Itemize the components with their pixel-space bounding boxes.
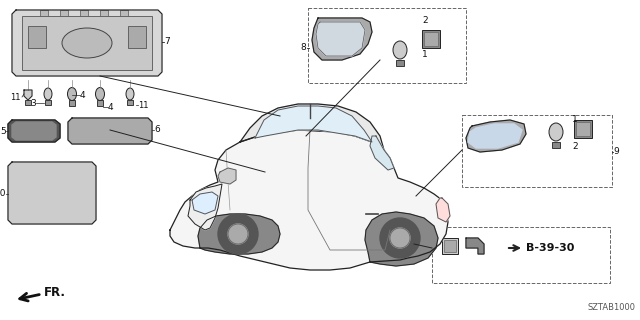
Bar	[128, 26, 146, 48]
Polygon shape	[68, 118, 152, 144]
Text: 4: 4	[108, 102, 114, 111]
Text: 11: 11	[10, 92, 20, 101]
Bar	[69, 100, 75, 106]
Text: SZTAB1000: SZTAB1000	[588, 303, 636, 312]
Text: 1: 1	[572, 115, 578, 124]
Bar	[40, 10, 48, 16]
Ellipse shape	[393, 41, 407, 59]
Polygon shape	[8, 120, 60, 142]
Text: 9: 9	[613, 148, 619, 156]
Ellipse shape	[126, 88, 134, 100]
Bar	[22, 172, 34, 180]
Bar	[120, 10, 128, 16]
Text: 6: 6	[154, 125, 160, 134]
Text: 2: 2	[422, 16, 428, 25]
Ellipse shape	[95, 87, 104, 100]
Ellipse shape	[62, 28, 112, 58]
Bar	[22, 208, 34, 216]
Bar	[74, 122, 148, 140]
Bar	[462, 115, 612, 187]
Polygon shape	[24, 90, 32, 100]
Polygon shape	[316, 22, 365, 56]
Bar	[70, 190, 82, 198]
Bar	[308, 8, 466, 83]
Bar	[22, 190, 34, 198]
Bar	[25, 100, 31, 105]
Polygon shape	[170, 130, 448, 270]
Polygon shape	[240, 104, 384, 150]
Polygon shape	[255, 106, 372, 142]
Bar	[396, 60, 404, 66]
Bar	[97, 100, 103, 106]
Polygon shape	[370, 136, 394, 170]
Text: 11: 11	[138, 100, 148, 109]
Bar	[186, 230, 214, 242]
Polygon shape	[466, 120, 526, 152]
Bar	[22, 16, 152, 70]
Bar	[70, 172, 82, 180]
Text: FR.: FR.	[44, 285, 66, 299]
Polygon shape	[218, 168, 236, 184]
Bar	[188, 232, 212, 240]
Polygon shape	[192, 192, 218, 214]
Bar	[365, 212, 379, 216]
Polygon shape	[8, 162, 96, 224]
Text: 2: 2	[572, 142, 578, 151]
Ellipse shape	[44, 88, 52, 100]
Text: 1: 1	[422, 50, 428, 59]
Polygon shape	[466, 238, 484, 254]
Ellipse shape	[549, 123, 563, 141]
Bar	[45, 100, 51, 105]
Bar	[442, 238, 458, 254]
Polygon shape	[12, 10, 162, 76]
Circle shape	[218, 214, 258, 254]
Circle shape	[228, 224, 248, 244]
Polygon shape	[436, 198, 450, 222]
Polygon shape	[365, 212, 438, 266]
Polygon shape	[12, 122, 56, 140]
Bar	[432, 227, 610, 283]
Text: 8: 8	[300, 44, 306, 52]
Text: 10: 10	[0, 189, 6, 198]
Polygon shape	[312, 18, 372, 60]
Bar	[444, 240, 456, 252]
Bar	[424, 32, 438, 46]
Bar	[100, 10, 108, 16]
Bar	[70, 208, 82, 216]
Bar	[422, 30, 440, 48]
Polygon shape	[188, 184, 222, 230]
Bar	[127, 100, 133, 105]
Text: 3: 3	[30, 99, 36, 108]
Text: 7: 7	[164, 37, 170, 46]
Bar	[80, 10, 88, 16]
Bar	[552, 142, 560, 148]
Bar	[16, 166, 92, 220]
Text: 5: 5	[0, 126, 6, 135]
Bar	[28, 26, 46, 48]
Text: 4: 4	[80, 91, 86, 100]
Ellipse shape	[67, 87, 77, 100]
Circle shape	[380, 218, 420, 258]
Circle shape	[390, 228, 410, 248]
Bar	[60, 10, 68, 16]
Bar	[576, 122, 590, 136]
Text: B-39-30: B-39-30	[526, 243, 574, 253]
Bar	[574, 120, 592, 138]
Polygon shape	[198, 214, 280, 254]
Polygon shape	[468, 124, 522, 148]
